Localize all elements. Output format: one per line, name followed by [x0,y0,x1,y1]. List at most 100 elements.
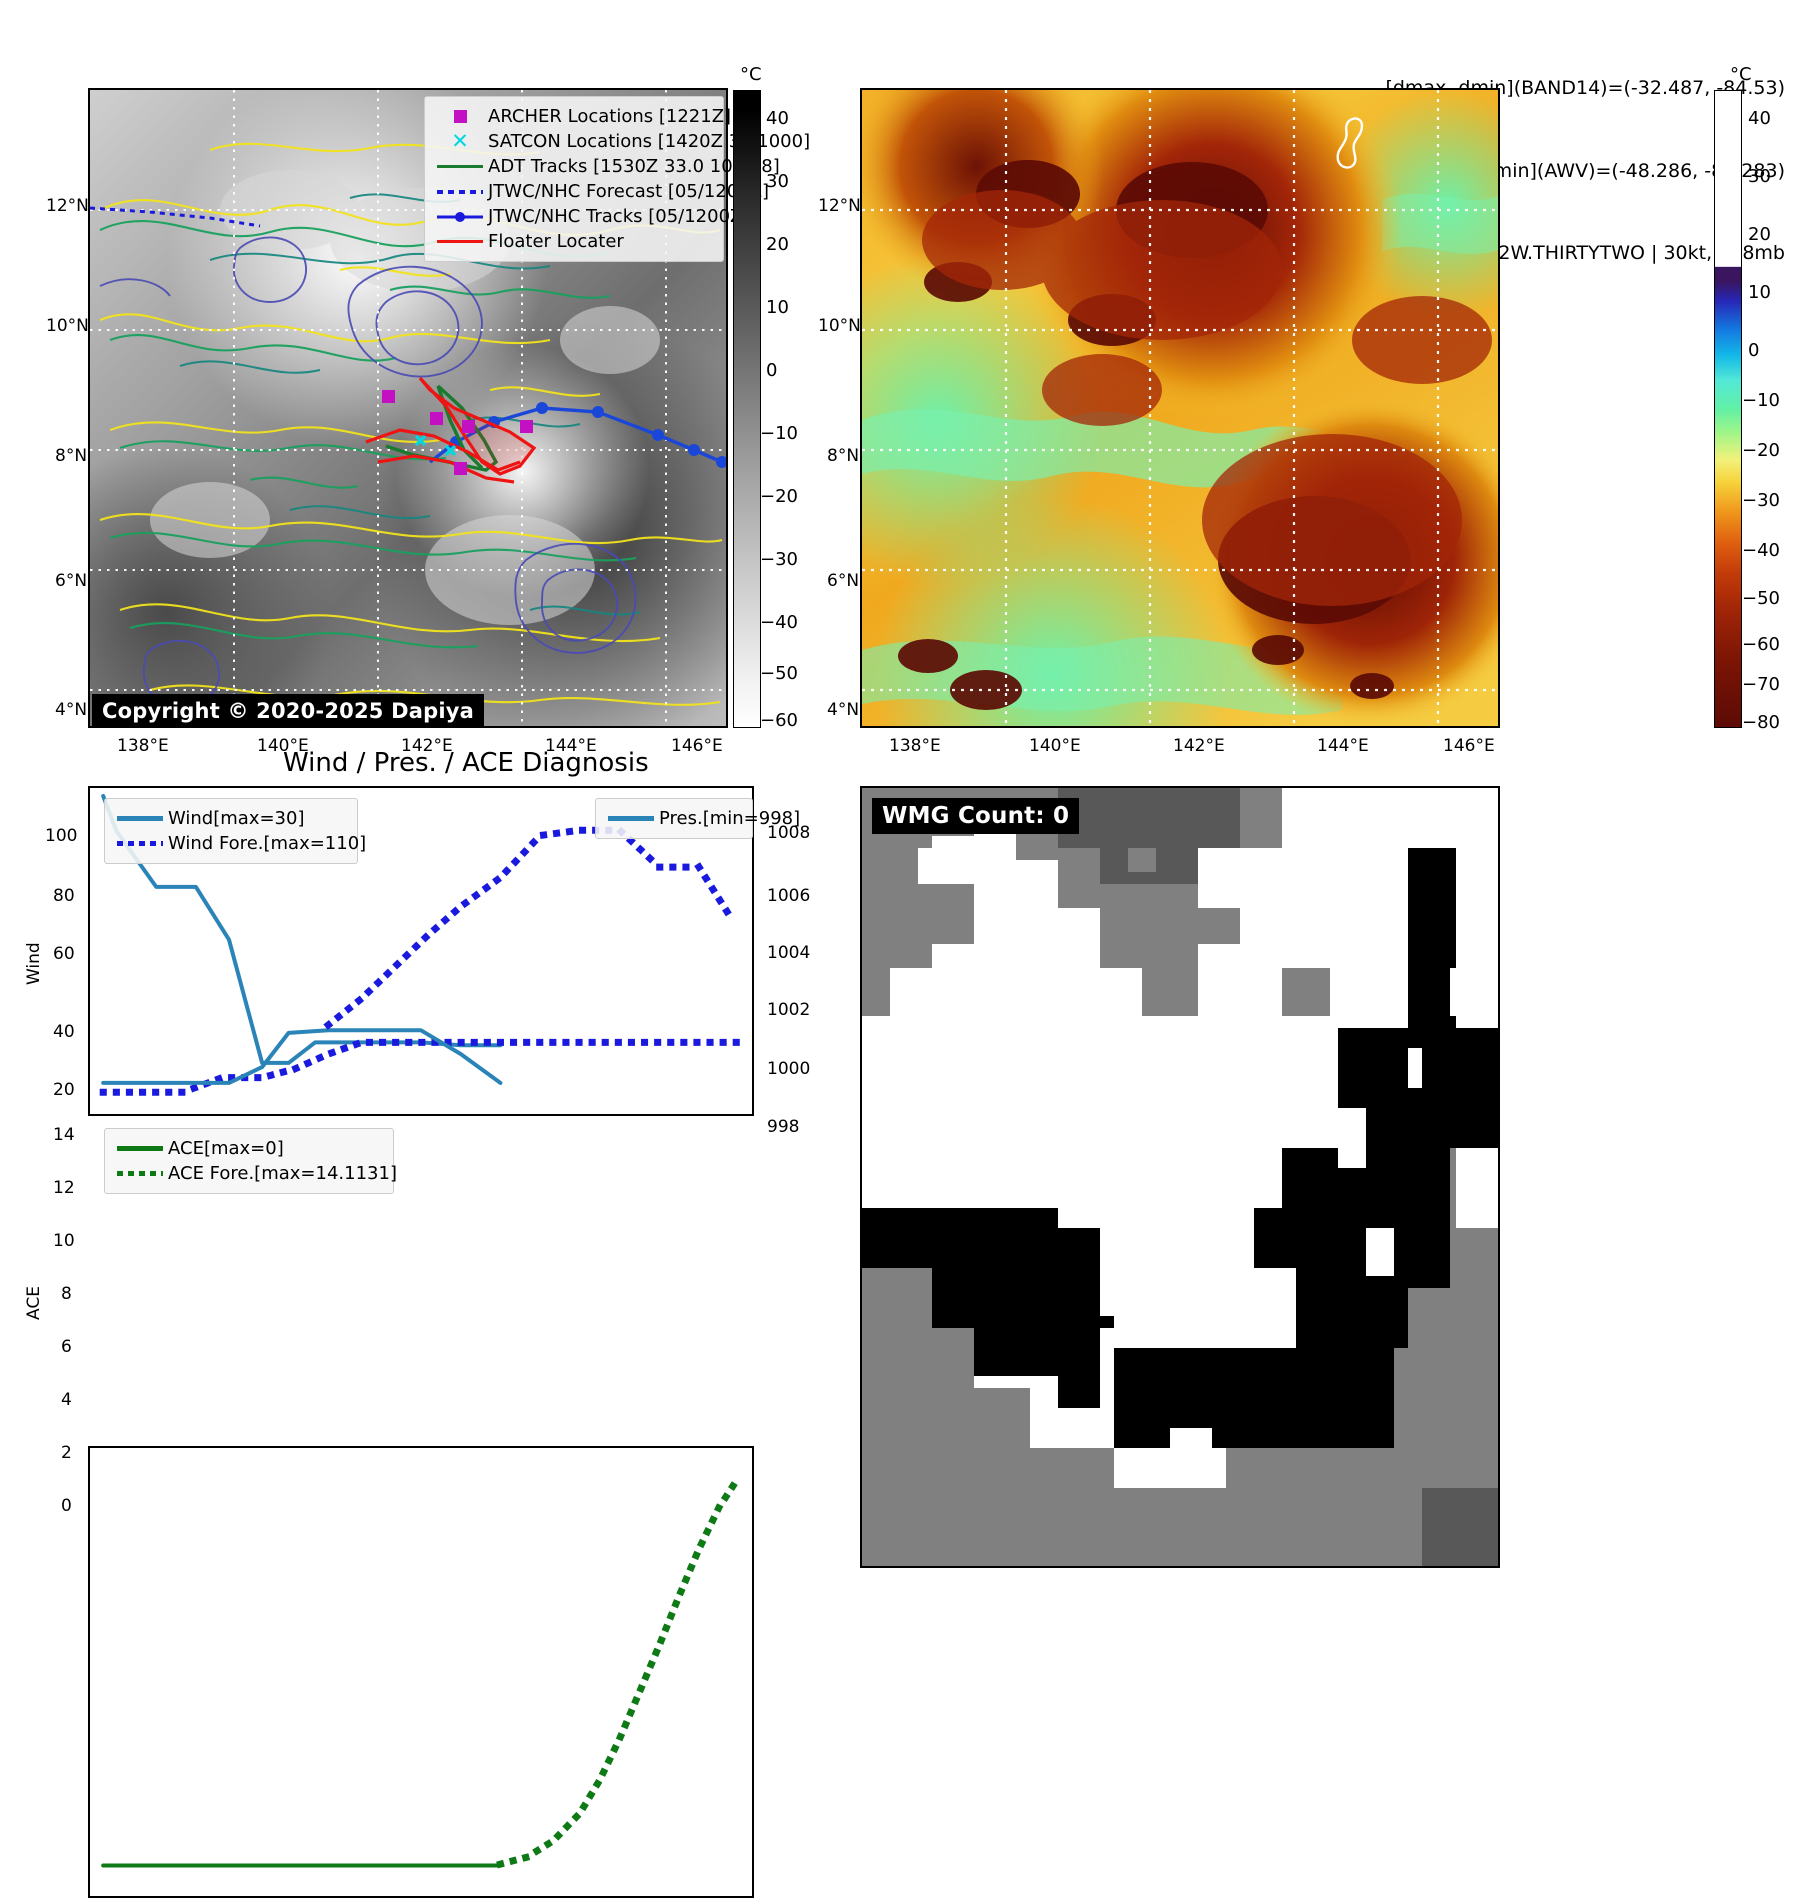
wind-ytick-40: 40 [53,1022,75,1042]
ir-colorbar-unit: °C [740,64,762,85]
pres-ytick-1002: 1002 [767,1000,811,1020]
awv-cb-tick-20: 20 [1748,224,1771,245]
ace-chart[interactable] [88,1446,754,1898]
ir-xlabel-138e: 138°E [117,736,169,756]
green-line-icon [432,165,488,168]
ir-ylabel-8n: 8°N [55,446,88,466]
awv-xlabel-146e: 146°E [1443,736,1495,756]
ir-ylabel-10n: 10°N [46,316,89,336]
awv-cb-tick-0: 0 [1748,340,1760,361]
pres-ytick-998: 998 [767,1117,800,1137]
legend-label: JTWC/NHC Forecast [05/1200Z] [488,181,770,202]
ir-cb-tick-m20: −20 [760,486,798,507]
legend-item-satcon: ✕ SATCON Locations [1420Z 38 1000] [432,129,810,154]
ir-cb-tick-10: 10 [766,297,789,318]
legend-label: Wind Fore.[max=110] [168,833,367,854]
legend-label: Wind[max=30] [168,808,305,829]
ir-cb-tick-m40: −40 [760,612,798,633]
awv-cb-tick-10: 10 [1748,282,1771,303]
ace-ytick-8: 8 [61,1284,72,1304]
awv-xlabel-140e: 140°E [1029,736,1081,756]
legend-item-adt: ADT Tracks [1530Z 33.0 1002.8] [432,154,780,179]
awv-colorbar-unit: °C [1730,64,1752,85]
ir-ylabel-4n: 4°N [55,700,88,720]
ir-cb-tick-m50: −50 [760,663,798,684]
ir-xlabel-142e: 142°E [401,736,453,756]
legend-label: Pres.[min=998] [659,808,801,829]
ir-cb-tick-40: 40 [766,108,789,129]
ace-ytick-4: 4 [61,1390,72,1410]
legend-item-jtwc-tracks: JTWC/NHC Tracks [05/1200Z] [432,204,749,229]
ir-panel-legend: ARCHER Locations [1221Z] ✕ SATCON Locati… [424,96,810,262]
ace-ytick-14: 14 [53,1125,75,1145]
ir-colorbar [733,90,761,728]
pres-ytick-1008: 1008 [767,823,811,843]
pressure-legend: Pres.[min=998] [595,798,800,839]
wind-legend: Wind[max=30] Wind Fore.[max=110] [104,798,366,864]
wind-ytick-60: 60 [53,944,75,964]
green-dotted-line-icon [112,1171,168,1176]
awv-xlabel-138e: 138°E [889,736,941,756]
copyright-banner: Copyright © 2020-2025 Dapiya [92,694,484,728]
wind-y-axis-label: Wind [24,942,44,985]
archer-markers [382,390,533,475]
green-solid-line-icon [112,1146,168,1151]
ir-xlabel-146e: 146°E [671,736,723,756]
ir-cb-tick-20: 20 [766,234,789,255]
ace-ytick-10: 10 [53,1231,75,1251]
legend-label: ACE[max=0] [168,1138,284,1159]
legend-item-floater: Floater Locater [432,229,714,254]
awv-cb-tick-m40: −40 [1742,540,1780,561]
legend-label: ADT Tracks [1530Z 33.0 1002.8] [488,156,780,177]
awv-xlabel-144e: 144°E [1317,736,1369,756]
awv-ylabel-4n: 4°N [827,700,860,720]
ir-cb-tick-m10: −10 [760,423,798,444]
ir-xlabel-140e: 140°E [257,736,309,756]
awv-colorbar [1714,90,1742,728]
ir-cb-tick-m30: −30 [760,549,798,570]
ir-cb-tick-0: 0 [766,360,778,381]
awv-cb-tick-m10: −10 [1742,390,1780,411]
pres-ytick-1004: 1004 [767,943,811,963]
awv-xlabel-142e: 142°E [1173,736,1225,756]
awv-cb-tick-30: 30 [1748,166,1771,187]
legend-item-ace-forecast: ACE Fore.[max=14.1131] [112,1161,397,1186]
blue-dotted-line-icon [112,841,168,846]
legend-item-pressure: Pres.[min=998] [603,806,800,831]
ace-y-axis-label: ACE [24,1286,44,1320]
wmg-count-badge: WMG Count: 0 [872,798,1080,834]
wmg-panel[interactable] [860,786,1500,1568]
awv-ylabel-6n: 6°N [827,571,860,591]
satcon-markers [414,434,457,457]
ace-ytick-6: 6 [61,1337,72,1357]
ace-ytick-0: 0 [61,1496,72,1516]
awv-ylabel-8n: 8°N [827,446,860,466]
blue-solid-line-icon [603,816,659,821]
wind-ytick-20: 20 [53,1080,75,1100]
ace-ytick-12: 12 [53,1178,75,1198]
awv-cb-tick-m50: −50 [1742,588,1780,609]
magenta-square-marker-icon [432,110,488,123]
ir-cb-tick-m60: −60 [760,710,798,731]
awv-enhanced-panel[interactable] [860,88,1500,728]
awv-cb-tick-m20: −20 [1742,440,1780,461]
awv-cb-tick-40: 40 [1748,108,1771,129]
legend-label: ARCHER Locations [1221Z] [488,106,732,127]
legend-label: ACE Fore.[max=14.1131] [168,1163,397,1184]
guam-outline [1336,117,1364,169]
red-line-icon [432,240,488,243]
legend-item-jtwc-forecast: JTWC/NHC Forecast [05/1200Z] [432,179,769,204]
awv-cb-tick-m80: −80 [1742,712,1780,733]
awv-cb-tick-m60: −60 [1742,634,1780,655]
legend-item-ace: ACE[max=0] [112,1136,384,1161]
legend-item-wind-forecast: Wind Fore.[max=110] [112,831,366,856]
blue-dotted-line-icon [432,189,488,194]
legend-item-wind: Wind[max=30] [112,806,348,831]
legend-label: SATCON Locations [1420Z 38 1000] [488,131,811,152]
awv-ylabel-12n: 12°N [818,196,861,216]
awv-cb-tick-m70: −70 [1742,674,1780,695]
legend-label: Floater Locater [488,231,624,252]
wind-ytick-80: 80 [53,886,75,906]
ir-ylabel-12n: 12°N [46,196,89,216]
blue-solid-line-icon [112,816,168,821]
